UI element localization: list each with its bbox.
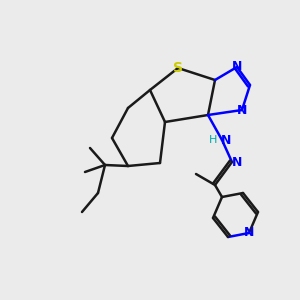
Text: N: N: [221, 134, 231, 146]
Text: S: S: [173, 61, 183, 75]
Text: N: N: [232, 61, 242, 74]
Text: N: N: [232, 155, 242, 169]
Text: H: H: [209, 135, 217, 145]
Text: N: N: [237, 103, 247, 116]
Text: N: N: [244, 226, 254, 239]
